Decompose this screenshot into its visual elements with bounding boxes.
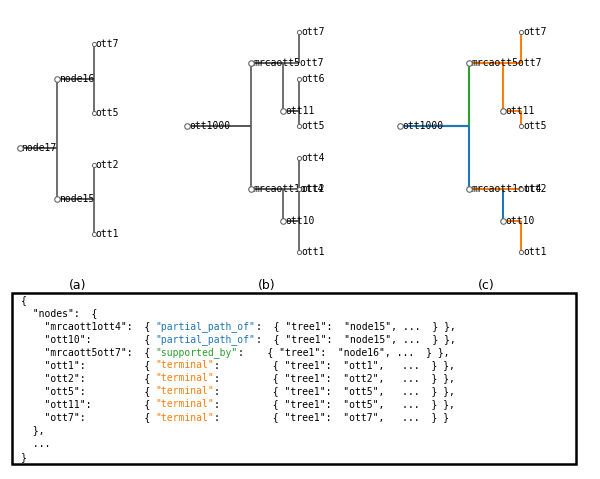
Text: "ott10":         {: "ott10": { xyxy=(20,334,155,344)
Text: ott6: ott6 xyxy=(301,74,325,84)
Text: "terminal": "terminal" xyxy=(155,399,214,410)
Text: mrcaott5ott7: mrcaott5ott7 xyxy=(471,58,542,68)
Text: ott5: ott5 xyxy=(96,108,119,118)
Text: "ott2":          {: "ott2": { xyxy=(20,374,155,383)
Text: ...: ... xyxy=(20,439,50,449)
Text: "ott7":          {: "ott7": { xyxy=(20,412,155,422)
Text: ott7: ott7 xyxy=(523,27,547,37)
Text: :         { "tree1":  "ott1",   ...  } },: : { "tree1": "ott1", ... } }, xyxy=(214,360,455,370)
Text: "partial_path_of": "partial_path_of" xyxy=(155,321,256,331)
Text: node17: node17 xyxy=(22,143,57,152)
Text: ott5: ott5 xyxy=(523,121,547,131)
Text: node15: node15 xyxy=(59,194,94,204)
Text: "mrcaott5ott7":  {: "mrcaott5ott7": { xyxy=(20,347,155,357)
Text: mrcaott5ott7: mrcaott5ott7 xyxy=(253,58,324,68)
Text: :  { "tree1":  "node15", ...  } },: : { "tree1": "node15", ... } }, xyxy=(256,334,455,344)
Text: node16: node16 xyxy=(59,74,94,83)
Text: "ott11":         {: "ott11": { xyxy=(20,399,155,410)
Text: "terminal": "terminal" xyxy=(155,360,214,370)
Text: (a): (a) xyxy=(69,279,87,292)
Text: ott2: ott2 xyxy=(301,184,325,194)
Text: :         { "tree1":  "ott5",   ...  } },: : { "tree1": "ott5", ... } }, xyxy=(214,399,455,410)
Text: ott1: ott1 xyxy=(96,229,119,239)
Text: :         { "tree1":  "ott5",   ...  } },: : { "tree1": "ott5", ... } }, xyxy=(214,387,455,397)
Text: mrcaott1ott4: mrcaott1ott4 xyxy=(471,184,542,194)
Text: "ott1":          {: "ott1": { xyxy=(20,360,155,370)
Text: ott5: ott5 xyxy=(301,121,325,131)
Text: "ott5":          {: "ott5": { xyxy=(20,387,155,397)
Text: "partial_path_of": "partial_path_of" xyxy=(155,334,256,345)
Text: ott2: ott2 xyxy=(523,184,547,194)
Text: {: { xyxy=(20,295,26,305)
Text: "supported_by": "supported_by" xyxy=(155,347,238,358)
Text: :  { "tree1":  "node15", ...  } },: : { "tree1": "node15", ... } }, xyxy=(256,321,455,331)
Text: }: } xyxy=(20,452,26,462)
Text: ott2: ott2 xyxy=(96,160,119,170)
FancyBboxPatch shape xyxy=(12,293,577,464)
Text: "nodes":  {: "nodes": { xyxy=(20,308,97,318)
Text: ott7: ott7 xyxy=(96,39,119,49)
Text: "terminal": "terminal" xyxy=(155,412,214,422)
Text: ott10: ott10 xyxy=(506,216,535,226)
Text: :    { "tree1":  "node16", ...  } },: : { "tree1": "node16", ... } }, xyxy=(238,347,449,357)
Text: "mrcaott1ott4":  {: "mrcaott1ott4": { xyxy=(20,321,155,331)
Text: "terminal": "terminal" xyxy=(155,374,214,383)
Text: ott7: ott7 xyxy=(301,27,325,37)
Text: ott10: ott10 xyxy=(285,216,314,226)
Text: :         { "tree1":  "ott7",   ...  } }: : { "tree1": "ott7", ... } } xyxy=(214,412,449,422)
Text: ott11: ott11 xyxy=(506,105,535,115)
Text: (c): (c) xyxy=(478,279,494,292)
Text: :         { "tree1":  "ott2",   ...  } },: : { "tree1": "ott2", ... } }, xyxy=(214,374,455,383)
Text: ott1000: ott1000 xyxy=(402,121,443,131)
Text: mrcaott1ott4: mrcaott1ott4 xyxy=(253,184,324,194)
Text: ott1: ott1 xyxy=(301,248,325,258)
Text: (b): (b) xyxy=(258,279,276,292)
Text: ott1: ott1 xyxy=(523,248,547,258)
Text: ott4: ott4 xyxy=(301,153,325,163)
Text: ott11: ott11 xyxy=(285,105,314,115)
Text: "terminal": "terminal" xyxy=(155,387,214,397)
Text: },: }, xyxy=(20,425,44,435)
Text: ott1000: ott1000 xyxy=(190,121,231,131)
